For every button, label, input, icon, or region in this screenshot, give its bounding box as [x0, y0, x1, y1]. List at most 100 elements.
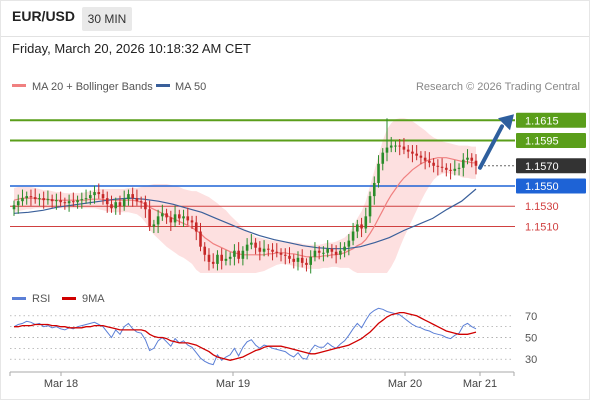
candle-body	[419, 155, 423, 158]
candle-body	[428, 160, 431, 163]
candle-body	[470, 157, 474, 161]
chart-header: EUR/USD 30 MIN	[0, 0, 590, 36]
candle-body	[38, 198, 41, 200]
candle-body	[368, 196, 372, 217]
candle-body	[389, 145, 393, 148]
candle-body	[165, 213, 168, 218]
rsi-ma-legend-swatch	[62, 297, 76, 300]
candle-body	[135, 198, 139, 202]
candle-body	[394, 145, 397, 147]
candle-body	[343, 246, 346, 251]
candle-body	[21, 198, 24, 202]
candle-body	[267, 248, 270, 250]
ma20-legend-swatch	[12, 84, 26, 87]
candle-body	[199, 231, 202, 247]
candle-body	[29, 196, 33, 198]
candle-body	[279, 252, 283, 255]
timeframe-button[interactable]: 30 MIN	[82, 7, 132, 31]
candle-body	[275, 251, 279, 253]
candle-body	[122, 199, 126, 207]
level-tag-1.1550	[516, 178, 586, 194]
candle-body	[356, 224, 359, 232]
candle-body	[216, 254, 219, 264]
candle-body	[415, 153, 418, 156]
ma50-legend-swatch	[156, 84, 170, 87]
candle-body	[97, 192, 101, 195]
candle-body	[80, 199, 84, 201]
symbol-label: EUR/USD	[12, 8, 76, 24]
candle-body	[296, 257, 300, 262]
ma50-legend-label: MA 50	[175, 81, 206, 93]
candle-body	[101, 194, 105, 199]
candle-body	[67, 201, 71, 204]
x-tick-label: Mar 20	[388, 378, 422, 390]
candle-body	[322, 252, 325, 254]
candle-body	[440, 166, 444, 168]
candle-body	[156, 216, 160, 225]
rsi-ma-line	[14, 311, 477, 361]
candle-body	[72, 201, 75, 203]
candle-body	[105, 198, 109, 205]
candle-body	[262, 248, 266, 252]
candle-body	[474, 160, 478, 166]
candle-body	[118, 202, 122, 207]
ma20-line	[13, 157, 476, 258]
candle-body	[411, 151, 414, 154]
rsi-tick-label: 70	[525, 311, 537, 323]
candle-body	[377, 163, 380, 183]
candle-body	[127, 194, 130, 200]
candle-body	[457, 167, 461, 169]
candle-body	[271, 249, 274, 252]
candle-body	[50, 199, 54, 202]
candle-body	[309, 256, 312, 265]
candle-body	[445, 167, 448, 170]
candle-body	[203, 246, 207, 255]
candle-body	[139, 201, 143, 203]
rsi-line	[13, 307, 477, 366]
candle-body	[254, 242, 257, 248]
header-divider	[0, 36, 590, 37]
candle-body	[211, 261, 215, 264]
candle-body	[131, 194, 134, 199]
candle-body	[250, 242, 253, 245]
candle-body	[245, 244, 249, 251]
candle-body	[207, 254, 211, 262]
rsi-tick-label: 30	[525, 354, 537, 366]
candle-body	[25, 196, 29, 199]
candle-body	[449, 169, 452, 171]
forecast-arrow	[478, 124, 504, 170]
candle-body	[241, 250, 245, 259]
credit-label: Research © 2026 Trading Central	[416, 81, 580, 93]
candle-body	[220, 254, 223, 261]
candle-body	[93, 192, 96, 196]
candle-body	[84, 198, 88, 200]
x-tick-label: Mar 18	[44, 378, 78, 390]
candle-body	[258, 247, 262, 252]
candle-body	[283, 254, 287, 256]
candle-body	[313, 250, 317, 257]
candle-body	[194, 222, 198, 232]
candle-body	[144, 202, 147, 210]
candle-body	[423, 157, 427, 161]
level-value-1.1615: 1.1615	[525, 115, 559, 127]
candle-body	[347, 240, 351, 247]
candle-body	[224, 258, 228, 261]
ma20-legend-label: MA 20 + Bollinger Bands	[32, 81, 153, 93]
candle-body	[406, 149, 410, 152]
level-tag-1.1595	[516, 133, 586, 149]
level-value-1.1570: 1.1570	[525, 161, 559, 173]
candle-body	[33, 197, 37, 200]
candle-body	[169, 217, 173, 223]
candle-body	[42, 198, 45, 201]
candle-body	[16, 201, 20, 206]
candle-body	[466, 157, 469, 160]
candle-body	[233, 250, 236, 257]
candle-body	[190, 220, 194, 223]
candle-body	[402, 146, 406, 150]
rsi-legend-swatch	[12, 297, 26, 300]
level-value-1.1530: 1.1530	[525, 201, 559, 213]
ma50-line	[13, 188, 477, 250]
forecast-arrow-head	[498, 114, 514, 131]
candle-body	[173, 214, 177, 223]
